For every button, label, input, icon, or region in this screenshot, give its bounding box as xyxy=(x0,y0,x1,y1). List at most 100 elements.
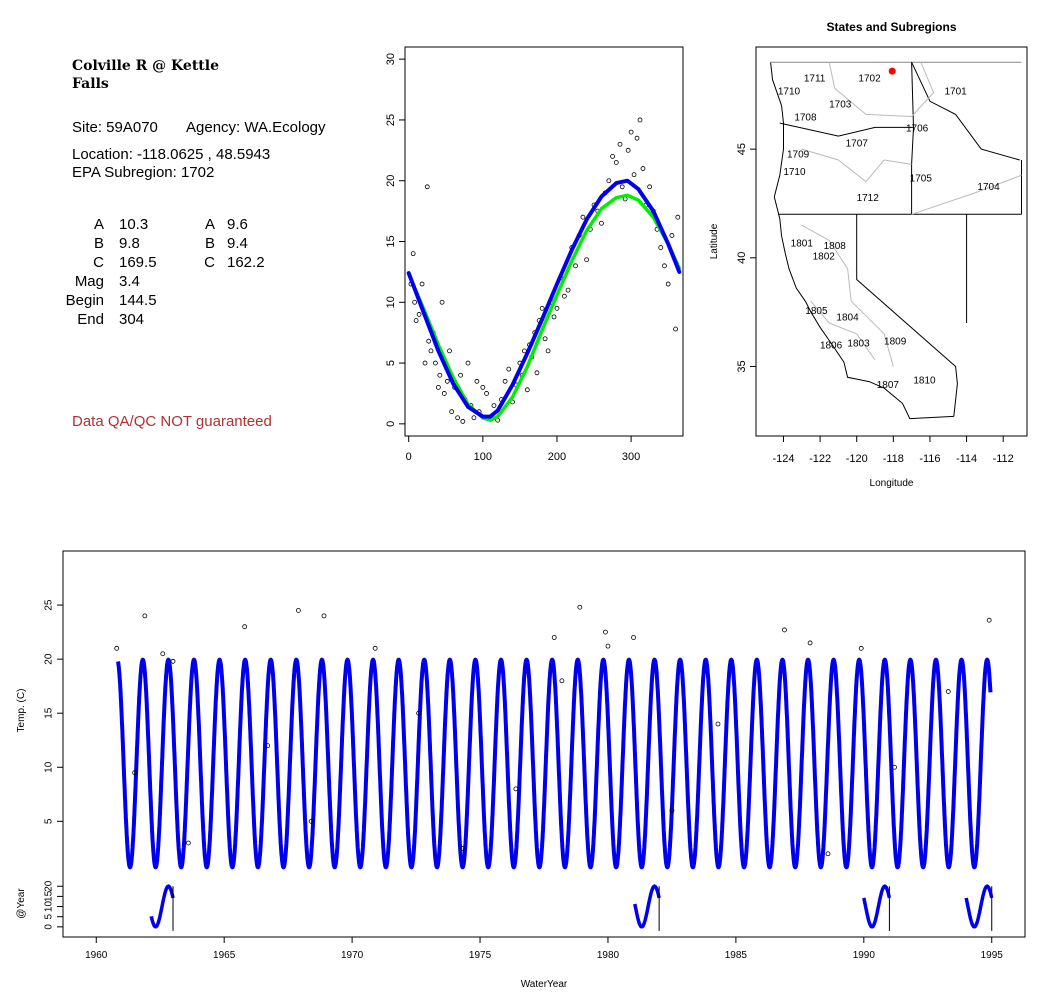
region-label: 1711 xyxy=(804,73,826,84)
annual-data-point xyxy=(545,348,551,354)
annual-x-tick-label: 300 xyxy=(622,451,640,463)
year-y-tick-label: 15 xyxy=(44,890,55,902)
ts-x-tick-label: 1965 xyxy=(213,950,236,961)
param-label-a: A xyxy=(93,216,104,233)
annual-data-point xyxy=(625,147,631,153)
region-1802-outline xyxy=(801,224,894,367)
map-y-tick-label: 40 xyxy=(736,252,748,264)
annual-data-point xyxy=(502,378,508,384)
ts-data-point xyxy=(321,613,327,619)
ts-y-axis-label: Temp. (C) xyxy=(16,689,27,733)
param2-label-b: B xyxy=(204,235,215,252)
annual-data-point xyxy=(617,141,623,147)
ts-data-point xyxy=(986,617,992,623)
region-label: 1704 xyxy=(977,182,1000,193)
annual-data-point xyxy=(610,154,615,159)
param-b-value: 9.8 xyxy=(119,235,140,252)
ts-data-point xyxy=(577,604,583,610)
map-title: States and Subregions xyxy=(826,20,956,34)
region-label: 1801 xyxy=(791,239,814,250)
annual-y-tick-label: 0 xyxy=(385,421,397,427)
region-label: 1804 xyxy=(836,312,859,323)
annual-data-point xyxy=(419,281,425,287)
ca-nv-border xyxy=(856,214,958,417)
param-label-c: C xyxy=(93,254,104,271)
ts-data-point xyxy=(782,627,787,633)
timeseries-frame xyxy=(62,550,1026,938)
map-x-axis-label: Longitude xyxy=(870,478,914,489)
region-label: 1803 xyxy=(847,339,870,350)
param-begin-value: 144.5 xyxy=(119,292,157,309)
ts-y-tick-label: 10 xyxy=(44,761,55,773)
annual-data-point xyxy=(506,366,512,372)
param2-label-c: C xyxy=(204,254,215,271)
ts-data-point xyxy=(160,651,166,657)
ts-y-tick-label: 25 xyxy=(44,599,55,611)
year-y-tick-label: 10 xyxy=(44,901,55,913)
ts-data-point xyxy=(185,840,191,846)
region-label: 1705 xyxy=(910,173,933,184)
annual-data-point xyxy=(628,129,634,135)
annual-data-point xyxy=(449,409,455,415)
annual-data-point xyxy=(551,314,557,320)
annual-data-point xyxy=(565,287,571,293)
ts-y-tick-label: 20 xyxy=(44,653,55,665)
annual-data-point xyxy=(673,326,678,332)
param-c-value: 169.5 xyxy=(119,254,157,271)
annual-data-point xyxy=(675,214,681,220)
annual-data-point xyxy=(471,415,477,421)
ts-x-tick-label: 1975 xyxy=(469,950,492,961)
param2-b-value: 9.4 xyxy=(227,235,248,252)
annual-data-point xyxy=(422,360,428,366)
map-y-tick-label: 35 xyxy=(736,360,748,372)
annual-data-point xyxy=(584,257,590,263)
map-x-tick-label: -120 xyxy=(846,453,868,465)
site-marker xyxy=(888,67,896,75)
param-label-begin: Begin xyxy=(65,292,104,309)
region-label: 1805 xyxy=(805,306,828,317)
year-segment-line xyxy=(964,884,994,929)
annual-data-point xyxy=(539,305,545,311)
ts-data-point xyxy=(945,689,951,694)
region-1804-outline xyxy=(810,300,876,361)
ts-data-point xyxy=(372,645,378,651)
ts-data-point xyxy=(170,658,176,664)
annual-data-point xyxy=(426,338,432,344)
annual-data-point xyxy=(658,245,664,250)
region-label: 1708 xyxy=(794,113,817,124)
ts-data-point xyxy=(242,624,248,630)
param-label-end: End xyxy=(77,311,104,328)
map-y-tick-label: 45 xyxy=(736,143,748,155)
ts-x-tick-label: 1985 xyxy=(725,950,748,961)
map-boundaries xyxy=(770,61,1022,420)
wa-or-border xyxy=(779,62,915,137)
coastline xyxy=(770,62,954,420)
ts-data-point xyxy=(892,764,897,770)
ts-data-point xyxy=(858,645,864,651)
map-frame xyxy=(755,46,1028,437)
ts-data-point xyxy=(308,818,314,824)
region-label: 1802 xyxy=(813,252,836,263)
param2-label-a: A xyxy=(204,216,215,233)
region-label: 1809 xyxy=(884,336,907,347)
qa-disclaimer: Data QA/QC NOT guaranteed xyxy=(72,413,272,430)
ts-fit-line xyxy=(116,657,993,870)
annual-data-point xyxy=(669,233,675,238)
region-1704-outline xyxy=(911,174,1022,215)
map-y-axis-label: Latitude xyxy=(709,223,720,259)
annual-y-tick-label: 15 xyxy=(385,235,397,247)
annual-data-point xyxy=(613,160,619,165)
map-x-tick-label: -118 xyxy=(883,453,904,465)
region-1702-outline xyxy=(828,62,935,118)
region-label: 1806 xyxy=(820,341,843,352)
annual-data-point xyxy=(437,372,443,378)
annual-data-point xyxy=(416,312,422,317)
annual-data-point xyxy=(524,387,530,393)
map-x-tick-label: -122 xyxy=(809,453,831,465)
id-mt-border xyxy=(911,61,1020,161)
agency-label: Agency: WA.Ecology xyxy=(186,119,326,136)
annual-data-point xyxy=(631,172,637,178)
annual-y-tick-label: 10 xyxy=(385,296,397,308)
ts-data-point xyxy=(416,710,422,716)
year-y-axis-label: @Year xyxy=(16,888,27,919)
